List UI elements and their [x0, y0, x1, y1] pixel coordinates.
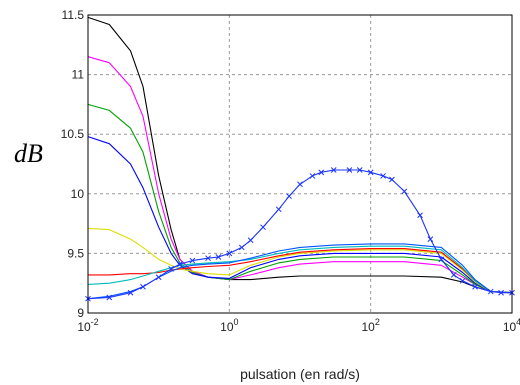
data-point-marker	[177, 261, 183, 267]
data-point-marker	[330, 167, 337, 173]
data-point-marker	[140, 283, 146, 290]
data-point-marker	[205, 255, 211, 262]
data-point-marker	[297, 181, 303, 188]
x-axis-label: pulsation (en rad/s)	[240, 366, 360, 382]
y-tick-label: 11	[72, 68, 85, 82]
x-tick-label: 10-2	[77, 317, 98, 334]
series-line-7	[87, 245, 513, 294]
series-line-3	[87, 103, 513, 294]
data-point-marker	[427, 236, 434, 242]
data-point-marker	[106, 294, 113, 301]
y-tick-label: 9	[77, 306, 84, 320]
data-point-marker	[438, 256, 445, 263]
data-point-marker	[275, 206, 282, 213]
x-tick-label: 104	[503, 317, 520, 334]
y-tick-label: 11.5	[62, 8, 85, 22]
data-point-marker	[389, 176, 395, 183]
series-line-9	[87, 169, 512, 300]
x-tick-label: 102	[361, 317, 379, 334]
data-point-marker	[318, 169, 325, 176]
y-axis-label: dB	[14, 139, 43, 168]
data-point-marker	[168, 266, 174, 272]
series-group	[85, 16, 515, 302]
y-tick-label: 9.5	[67, 246, 84, 260]
series-line-4	[87, 136, 513, 294]
data-point-marker	[487, 288, 494, 295]
data-point-marker	[356, 167, 363, 173]
data-point-marker	[286, 193, 292, 200]
data-point-marker	[238, 244, 245, 251]
x-tick-labels: 10-2 100 102 104	[77, 317, 520, 334]
data-point-marker	[459, 277, 466, 284]
data-point-marker	[472, 283, 478, 290]
data-point-marker	[346, 167, 353, 173]
y-tick-labels: 9 9.5 10 10.5 11 11.5	[61, 8, 85, 320]
data-point-marker	[215, 254, 222, 260]
data-point-marker	[401, 188, 408, 195]
data-point-marker	[247, 237, 254, 244]
series-line-6	[88, 248, 513, 294]
series-line-1	[87, 16, 513, 294]
data-point-marker	[127, 289, 134, 296]
data-point-marker	[226, 250, 233, 257]
data-point-marker	[450, 272, 457, 278]
y-tick-label: 10	[71, 187, 85, 201]
plot-frame	[87, 14, 513, 314]
data-point-marker	[380, 173, 386, 179]
x-tick-label: 100	[220, 317, 238, 334]
data-point-marker	[155, 274, 162, 281]
data-point-marker	[189, 257, 196, 264]
data-point-marker	[417, 212, 423, 219]
data-point-marker	[498, 289, 504, 296]
data-point-marker	[367, 169, 374, 176]
series-line-5	[87, 227, 513, 294]
data-point-marker	[260, 224, 266, 231]
y-tick-label: 10.5	[61, 127, 85, 141]
data-point-marker	[309, 173, 316, 179]
